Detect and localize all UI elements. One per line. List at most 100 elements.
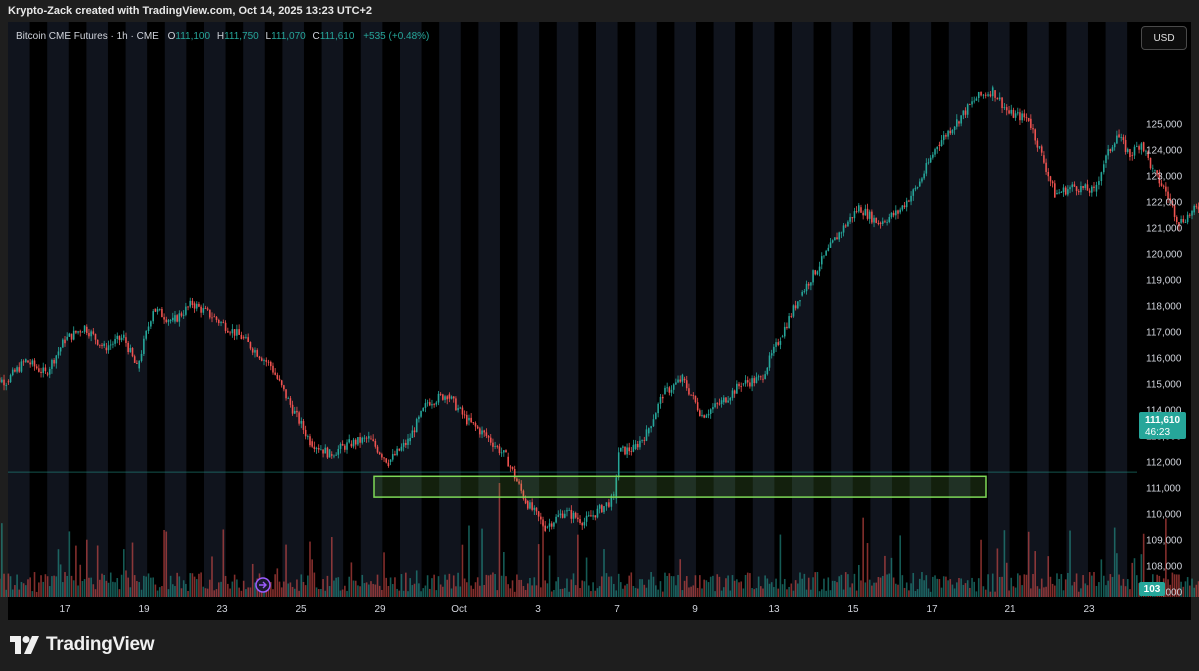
volume-bar [83, 579, 86, 597]
volume-bar [1142, 533, 1145, 597]
session-band [909, 22, 932, 597]
candle-body [690, 394, 692, 396]
volume-bar [450, 588, 453, 597]
volume-bar [114, 582, 116, 597]
volume-bar [285, 544, 287, 597]
volume-bar [1016, 573, 1019, 597]
volume-bar [561, 588, 564, 597]
volume-bar [435, 590, 438, 597]
candle-body [622, 446, 624, 448]
candle-body [422, 407, 425, 412]
candle-body [101, 344, 103, 346]
volume-bar [1100, 559, 1103, 597]
volume-bar [291, 586, 294, 597]
event-marker-icon [255, 577, 271, 593]
volume-bar [505, 576, 507, 597]
currency-button[interactable]: USD [1141, 26, 1187, 50]
session-band [125, 22, 148, 597]
candle-body [307, 436, 309, 438]
session-band [948, 22, 971, 597]
volume-bar [428, 588, 431, 597]
candle-body [256, 350, 259, 357]
candle-body [278, 378, 281, 381]
candle-body [1180, 218, 1182, 223]
candle-body [794, 305, 797, 309]
candle-body [807, 283, 810, 286]
candle-body [844, 225, 847, 227]
volume-bar [1060, 574, 1063, 597]
volume-bar [868, 579, 871, 597]
candle-body [270, 361, 272, 367]
volume-bar [690, 586, 692, 597]
candle-body [1040, 146, 1043, 153]
candle-body [1062, 187, 1065, 193]
candle-body [81, 331, 84, 333]
volume-bar [309, 541, 311, 597]
volume-bar [64, 572, 66, 597]
candle-body [468, 417, 470, 421]
volume-bar [814, 572, 817, 597]
volume-bar [792, 590, 795, 597]
session-band [713, 22, 736, 597]
candle-body [496, 446, 499, 447]
candle-body [1010, 109, 1013, 114]
volume-bar [92, 584, 95, 597]
volume-bar [1135, 575, 1138, 597]
candle-body [16, 367, 18, 372]
candle-body [435, 402, 438, 405]
volume-bar [679, 559, 682, 597]
candle-body [125, 337, 127, 343]
volume-bar [296, 579, 298, 597]
price-tick-label: 123,000 [1146, 172, 1183, 183]
candle-body [895, 210, 897, 216]
volume-bar [409, 578, 411, 597]
candle-body [971, 101, 973, 105]
volume-bar [994, 591, 996, 597]
volume-bar [81, 581, 84, 597]
candle-body [533, 507, 536, 510]
candle-body [20, 361, 23, 372]
candle-body [829, 242, 832, 248]
candle-body [864, 208, 867, 216]
candle-body [7, 381, 10, 383]
volume-bar [479, 585, 481, 597]
candle-body [428, 402, 431, 406]
tradingview-logo-icon [10, 636, 39, 654]
volume-bar [645, 587, 648, 597]
volume-bar [840, 574, 843, 597]
volume-bar [437, 576, 440, 597]
candle-body [634, 444, 637, 449]
candle-body [75, 330, 77, 333]
volume-bar [1034, 551, 1036, 597]
volume-bar [161, 586, 163, 597]
session-band [478, 22, 500, 597]
candle-body [302, 421, 305, 430]
volume-bar [112, 581, 114, 597]
volume-bar [958, 577, 960, 597]
volume-bar [116, 578, 119, 597]
candle-body [431, 404, 433, 406]
candle-body [513, 469, 516, 479]
volume-bar [542, 522, 544, 597]
volume-bar [596, 588, 599, 597]
volume-bar [1077, 591, 1080, 597]
candle-body [951, 129, 954, 134]
price-tick-label: 124,000 [1146, 146, 1183, 157]
open-value: 111,100 [175, 31, 211, 42]
candle-body [42, 367, 45, 373]
candle-body [598, 505, 601, 509]
candle-body [956, 119, 958, 127]
tradingview-brand[interactable]: TradingView [10, 634, 155, 656]
volume-bar [368, 584, 370, 597]
volume-bars [0, 482, 1199, 597]
candle-body [1178, 222, 1180, 227]
volume-bar [448, 573, 451, 597]
volume-bar [683, 580, 686, 597]
volume-bar [1082, 575, 1084, 597]
volume-bar [324, 590, 327, 597]
volume-bar [975, 591, 978, 597]
volume-bar [1111, 576, 1114, 597]
volume-bar [953, 588, 956, 597]
candle-body [494, 446, 496, 447]
